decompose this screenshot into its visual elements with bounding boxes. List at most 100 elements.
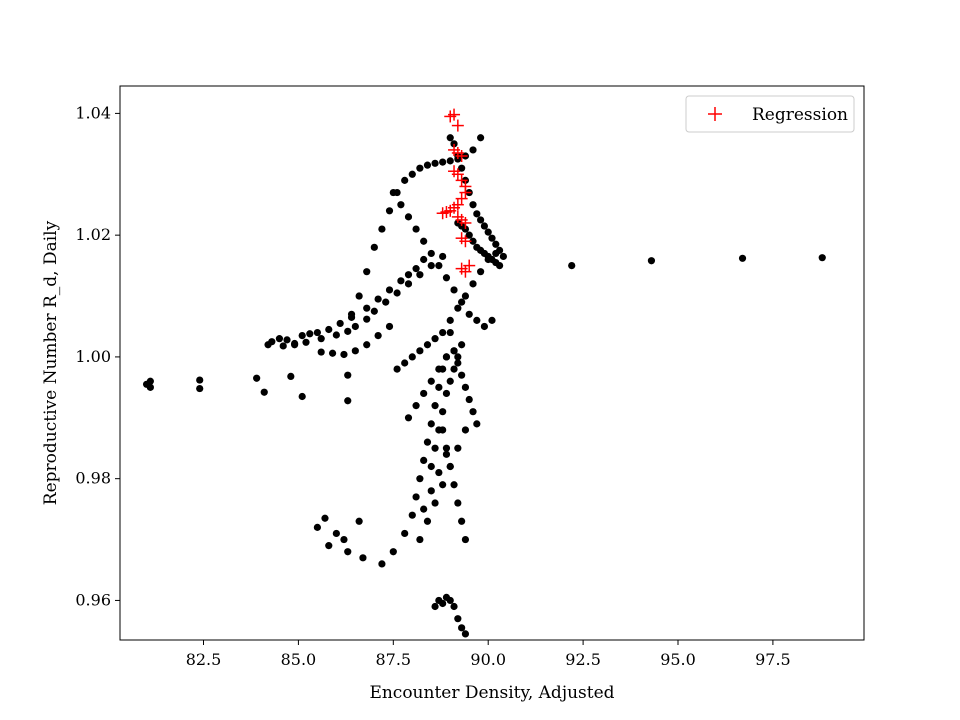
data-point — [446, 157, 454, 165]
data-point — [385, 207, 394, 215]
data-point — [480, 322, 489, 331]
data-point — [363, 268, 371, 276]
y-tick-label: 1.02 — [75, 225, 111, 244]
data-point — [420, 456, 428, 465]
data-point — [332, 331, 340, 339]
regression-point — [455, 150, 468, 163]
x-tick-label: 97.5 — [755, 650, 791, 669]
data-point — [495, 246, 504, 254]
data-point — [347, 313, 356, 321]
data-point — [450, 365, 458, 373]
data-point — [458, 298, 466, 306]
data-point — [439, 599, 447, 608]
data-point — [469, 237, 477, 245]
data-point — [480, 222, 489, 230]
data-point — [446, 328, 454, 337]
data-point — [355, 292, 363, 300]
regression-point — [459, 235, 472, 248]
y-tick-label: 1.04 — [75, 103, 111, 122]
data-point — [351, 322, 359, 331]
data-point — [427, 462, 435, 471]
data-point — [495, 261, 504, 270]
data-point — [439, 426, 447, 434]
regression-point — [455, 192, 468, 205]
data-point — [412, 402, 420, 410]
data-point — [450, 286, 458, 294]
data-point — [458, 164, 466, 172]
data-point — [298, 332, 306, 340]
data-point — [446, 462, 454, 471]
data-point — [389, 548, 397, 556]
data-point — [446, 596, 454, 605]
data-point — [196, 376, 204, 384]
data-point — [401, 176, 409, 184]
data-point — [442, 389, 451, 398]
data-point — [738, 254, 747, 262]
data-point — [427, 377, 435, 385]
x-tick-label: 95.0 — [660, 650, 696, 669]
data-point — [408, 353, 416, 361]
data-point — [374, 332, 382, 340]
data-point — [253, 374, 261, 382]
data-point — [275, 335, 284, 343]
data-point — [423, 517, 432, 525]
data-point — [268, 338, 276, 346]
y-axis: 0.96 0.98 1.00 1.02 1.04 — [75, 103, 120, 609]
data-point — [465, 310, 473, 318]
data-point — [435, 383, 443, 391]
data-point — [196, 384, 204, 393]
regression-point — [459, 265, 472, 278]
data-point — [454, 444, 462, 452]
data-point — [404, 271, 413, 279]
data-point — [344, 327, 352, 335]
data-point — [420, 389, 428, 398]
x-tick-label: 85.0 — [281, 650, 317, 669]
data-point — [416, 535, 424, 544]
data-point — [477, 134, 485, 142]
data-point — [442, 353, 451, 361]
data-point — [412, 265, 420, 273]
data-point — [416, 475, 424, 483]
x-tick-label: 92.5 — [565, 650, 601, 669]
data-point — [477, 268, 485, 276]
data-point — [431, 159, 439, 167]
plot-frame — [119, 85, 865, 641]
data-point — [423, 438, 432, 446]
data-point — [336, 319, 344, 328]
data-point — [404, 280, 413, 288]
data-point — [317, 335, 325, 343]
regression-series — [436, 108, 476, 278]
data-point — [647, 257, 656, 265]
data-point — [442, 450, 451, 458]
data-point — [458, 517, 466, 525]
y-tick-label: 0.98 — [75, 469, 111, 488]
data-point — [454, 353, 462, 361]
regression-point — [463, 259, 476, 272]
data-point — [454, 615, 462, 623]
data-point — [344, 397, 352, 405]
data-point — [484, 228, 492, 236]
data-point — [378, 225, 386, 233]
data-point — [370, 243, 378, 251]
data-point — [340, 535, 348, 544]
data-point — [279, 342, 287, 350]
y-tick-label: 0.96 — [75, 590, 111, 609]
data-point — [344, 371, 352, 379]
x-axis-label: Encounter Density, Adjusted — [369, 683, 614, 703]
data-point — [374, 295, 382, 303]
x-tick-label: 87.5 — [375, 650, 411, 669]
data-point — [446, 134, 454, 142]
data-point — [420, 255, 428, 264]
data-point — [439, 252, 447, 261]
data-point — [404, 414, 413, 422]
data-point — [818, 254, 826, 262]
data-point — [435, 468, 443, 477]
data-point — [431, 602, 439, 611]
data-point — [431, 499, 439, 507]
data-point — [283, 336, 291, 344]
data-point — [363, 304, 371, 312]
data-point — [404, 213, 413, 221]
regression-point — [459, 186, 472, 199]
data-point — [416, 271, 424, 279]
